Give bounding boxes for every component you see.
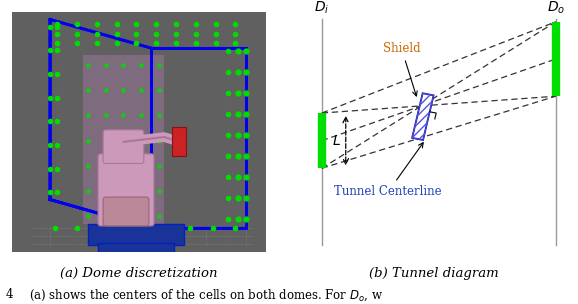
Bar <box>88 223 184 245</box>
Bar <box>98 243 175 252</box>
Polygon shape <box>412 93 434 140</box>
Text: Shield: Shield <box>383 42 420 96</box>
Text: $D_o$: $D_o$ <box>547 0 565 16</box>
Bar <box>172 127 186 156</box>
Text: $D_i$: $D_i$ <box>314 0 329 16</box>
Text: (a) Dome discretization: (a) Dome discretization <box>60 267 217 280</box>
Polygon shape <box>83 55 164 223</box>
Text: (b) Tunnel diagram: (b) Tunnel diagram <box>369 267 498 280</box>
Text: Tunnel Centerline: Tunnel Centerline <box>335 143 442 198</box>
FancyBboxPatch shape <box>103 130 144 164</box>
FancyBboxPatch shape <box>103 197 149 226</box>
FancyBboxPatch shape <box>98 154 154 226</box>
Text: 4: 4 <box>6 288 13 301</box>
Text: (a) shows the centers of the cells on both domes. For $D_o$, w: (a) shows the centers of the cells on bo… <box>29 287 383 302</box>
Text: $L$: $L$ <box>332 134 341 148</box>
